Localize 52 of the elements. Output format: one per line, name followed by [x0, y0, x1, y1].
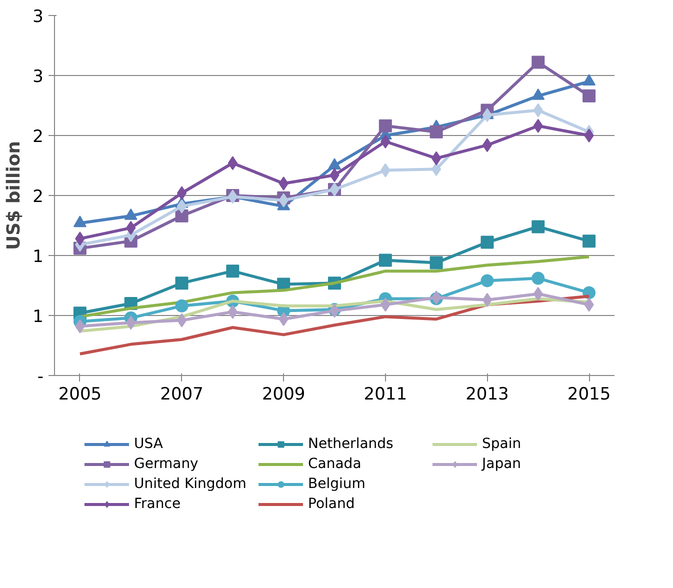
point	[582, 89, 596, 102]
point	[430, 125, 443, 138]
point	[430, 256, 443, 270]
point	[228, 156, 238, 170]
point	[482, 138, 492, 152]
point	[480, 236, 494, 249]
point	[480, 274, 494, 288]
point	[532, 220, 545, 234]
y-tick-label: 2	[32, 187, 44, 207]
point	[228, 304, 238, 319]
x-tick-label: 2015	[567, 384, 611, 404]
point	[175, 209, 188, 222]
legend-label: France	[134, 496, 182, 512]
x-tick-label: 2013	[466, 384, 509, 404]
point	[482, 292, 492, 307]
x-tick-label: 2007	[160, 384, 204, 404]
point	[380, 134, 390, 148]
x-tick-label: 2011	[364, 384, 408, 404]
point	[278, 176, 288, 190]
point	[176, 186, 187, 200]
point	[431, 151, 442, 166]
legend-label: Spain	[482, 436, 522, 452]
y-tick-label: 1	[32, 307, 44, 327]
point	[378, 254, 392, 267]
legend-label: Netherlands	[308, 436, 394, 452]
point	[378, 119, 392, 132]
legend-label: Poland	[308, 496, 356, 512]
y-tick-label: -	[37, 367, 44, 387]
point	[431, 162, 442, 176]
point	[176, 199, 187, 214]
legend-label: USA	[134, 436, 164, 452]
point	[532, 56, 545, 69]
y-tick-label: 3	[32, 7, 44, 27]
legend-label: Belgium	[308, 476, 366, 492]
y-tick-label: 1	[32, 247, 44, 267]
point	[175, 299, 188, 312]
x-tick-label: 2005	[58, 384, 102, 404]
point	[482, 108, 492, 122]
x-tick-label: 2009	[262, 384, 306, 404]
point	[584, 128, 594, 142]
point	[532, 272, 545, 285]
point	[176, 313, 187, 328]
legend-label: Germany	[134, 456, 200, 472]
point	[582, 234, 596, 248]
y-tick-label: 2	[32, 127, 44, 147]
y-axis-title: US$ billion	[4, 140, 25, 250]
point	[226, 264, 240, 278]
point	[175, 276, 188, 290]
legend-label: Japan	[482, 456, 522, 472]
legend-label: United Kingdom	[134, 476, 248, 492]
legend-label: Canada	[308, 456, 362, 472]
y-tick-label: 3	[32, 67, 44, 87]
